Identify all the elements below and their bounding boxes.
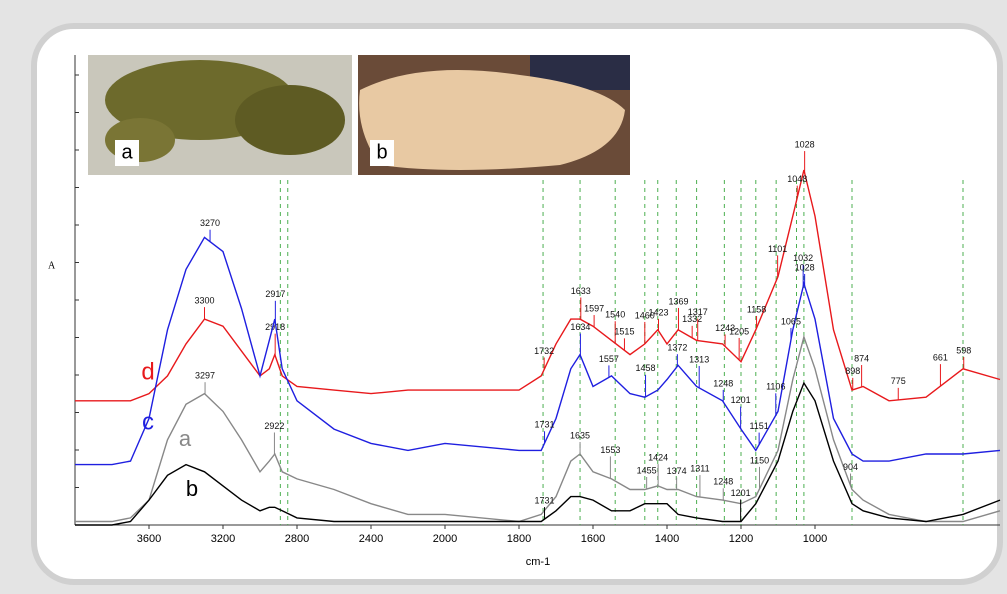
peak-label: 1311 xyxy=(690,463,709,473)
peak-label: 1106 xyxy=(766,382,785,392)
peak-label: 3300 xyxy=(194,295,214,305)
peak-label: 1458 xyxy=(636,363,656,373)
peak-label: 1557 xyxy=(599,354,619,364)
peak-label: 1374 xyxy=(667,466,687,476)
peak-label: 1248 xyxy=(713,378,733,388)
peak-label: 1065 xyxy=(781,316,801,326)
peak-label: 1317 xyxy=(688,307,708,317)
photo-b xyxy=(358,55,630,175)
x-tick-label: 1000 xyxy=(803,533,827,545)
peak-label: 904 xyxy=(843,462,858,472)
peak-label: 1369 xyxy=(668,296,688,306)
y-axis-label: A xyxy=(48,260,56,271)
peak-label: 661 xyxy=(933,352,948,362)
inset-label-box xyxy=(115,140,139,166)
series-label: c xyxy=(142,408,154,435)
peak-label: 1032 xyxy=(793,253,813,263)
peak-label: 1553 xyxy=(600,445,620,455)
peak-label: 1243 xyxy=(715,323,735,333)
peak-label: 1633 xyxy=(571,286,591,296)
x-tick-label: 2000 xyxy=(433,533,457,545)
peak-label: 3270 xyxy=(200,218,220,228)
peak-label: 2922 xyxy=(264,421,284,431)
peak-label: 1732 xyxy=(534,346,554,356)
peak-label: 1048 xyxy=(787,174,807,184)
x-tick-label: 2800 xyxy=(285,533,309,545)
peak-label: 1455 xyxy=(637,465,657,475)
peak-label: 2917 xyxy=(265,289,285,299)
photo-a-moss xyxy=(235,85,345,155)
peak-label: 1248 xyxy=(713,477,733,487)
peak-label: 1423 xyxy=(648,307,668,317)
series-label: d xyxy=(141,358,154,385)
x-tick-label: 2400 xyxy=(359,533,383,545)
inset-label: b xyxy=(376,141,387,163)
series-line xyxy=(75,169,1001,402)
series-label: a xyxy=(179,426,192,451)
peak-label: 1515 xyxy=(614,327,634,337)
inset-label: a xyxy=(121,141,133,163)
peak-label: 775 xyxy=(891,376,906,386)
peak-label: 1634 xyxy=(570,322,590,332)
peak-label: 1201 xyxy=(731,395,751,405)
series-line xyxy=(75,381,1001,526)
peak-label: 874 xyxy=(854,353,869,363)
peak-label: 1424 xyxy=(648,452,668,462)
series-label: b xyxy=(186,476,198,501)
x-tick-label: 3600 xyxy=(137,533,161,545)
x-tick-label: 1400 xyxy=(655,533,679,545)
peak-label: 1731 xyxy=(535,495,555,505)
peak-label: 1540 xyxy=(605,310,625,320)
peak-label: 1150 xyxy=(750,455,769,465)
photo-b-sponge xyxy=(359,70,625,170)
peak-label: 1201 xyxy=(731,488,751,498)
x-tick-label: 1200 xyxy=(729,533,753,545)
peak-label: 1372 xyxy=(667,343,687,353)
peak-label: 1151 xyxy=(749,421,768,431)
x-tick-label: 3200 xyxy=(211,533,235,545)
x-tick-label: 1800 xyxy=(507,533,531,545)
peak-label: 1101 xyxy=(768,244,787,254)
inset-label-box xyxy=(370,140,394,166)
peak-label: 1205 xyxy=(729,326,749,336)
peak-label: 1731 xyxy=(535,420,555,430)
peak-label: 2918 xyxy=(265,322,285,332)
photo-a xyxy=(88,55,352,175)
x-axis-label: cm-1 xyxy=(526,556,550,568)
x-tick-label: 1600 xyxy=(581,533,605,545)
peak-label: 3297 xyxy=(195,371,215,381)
peak-label: 1597 xyxy=(584,303,604,313)
peak-label: 1460 xyxy=(635,310,655,320)
peak-label: 1313 xyxy=(689,354,709,364)
peak-label: 1332 xyxy=(682,314,702,324)
peak-label: 598 xyxy=(956,345,971,355)
peak-label: 1028 xyxy=(795,139,815,149)
peak-label: 1635 xyxy=(570,430,590,440)
peak-label: 1158 xyxy=(747,304,766,314)
peak-label: 1028 xyxy=(795,262,815,272)
peak-label: 898 xyxy=(845,366,860,376)
